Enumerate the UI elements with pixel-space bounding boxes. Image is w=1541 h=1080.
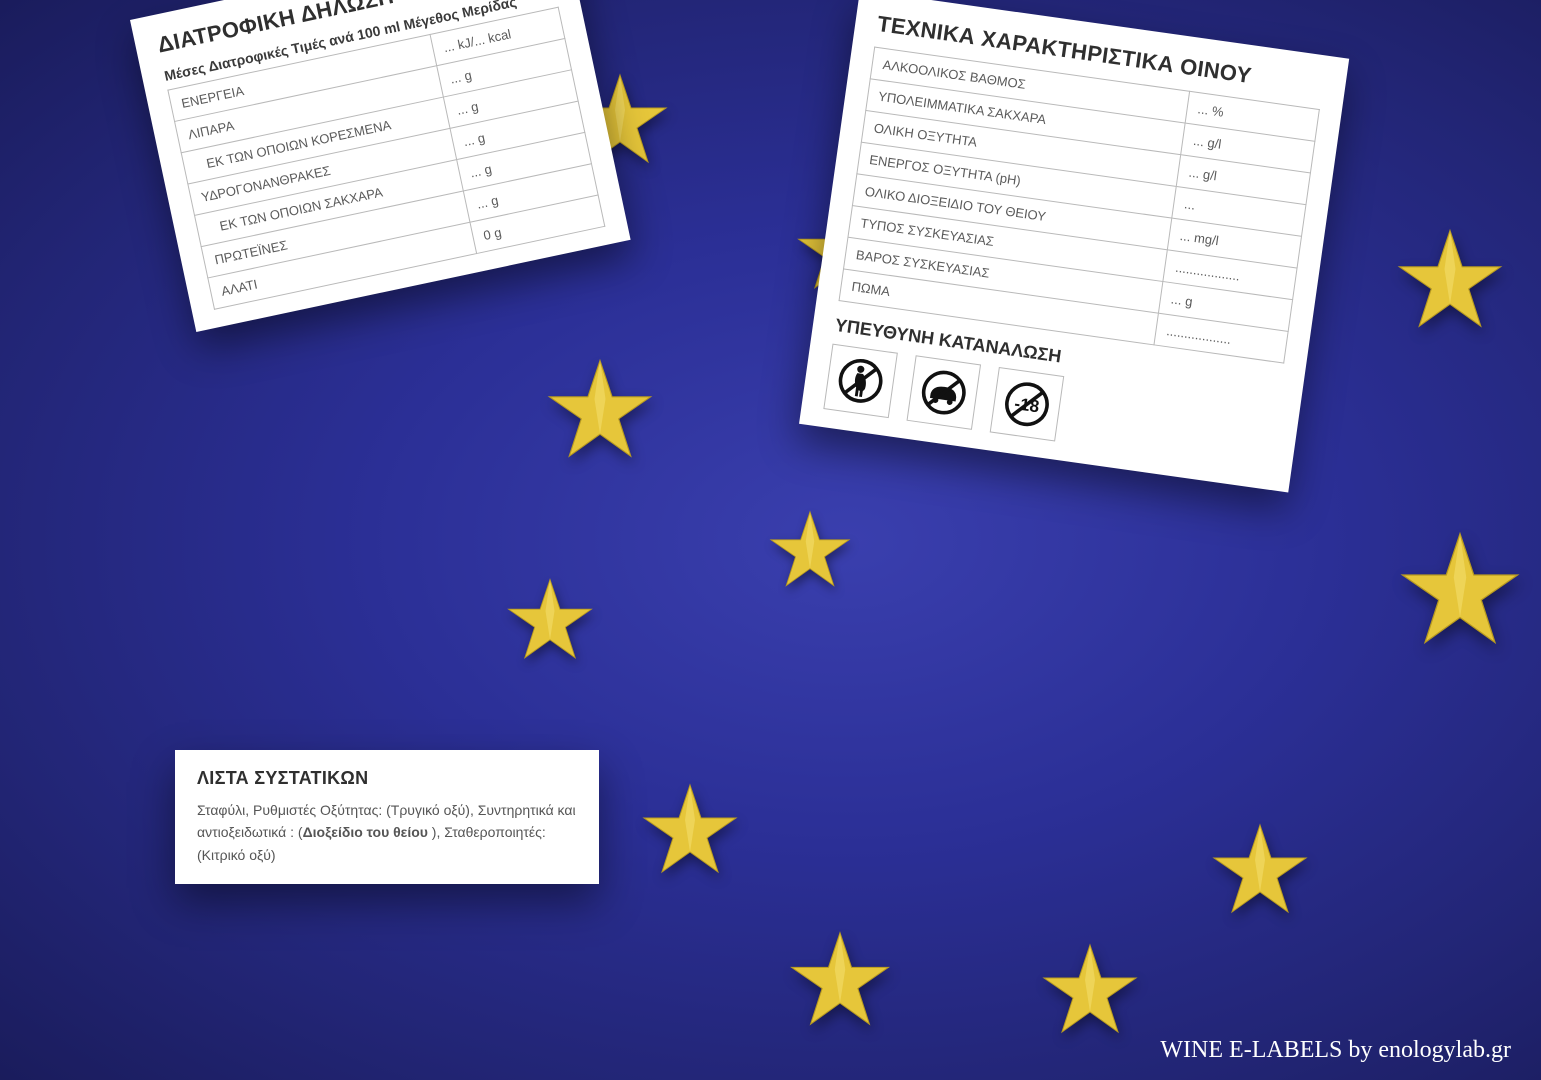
- technical-table: ΑΛΚΟΟΛΙΚΟΣ ΒΑΘΜΟΣ... %ΥΠΟΛΕΙΜΜΑΤΙΚΑ ΣΑΚΧ…: [839, 47, 1320, 364]
- eu-star-icon: [1395, 225, 1505, 335]
- eu-star-icon: [1040, 940, 1140, 1040]
- no-driving-icon: [907, 355, 982, 430]
- eu-star-icon: [788, 928, 893, 1033]
- eu-star-icon: [545, 355, 655, 465]
- ingredients-card: ΛΙΣΤΑ ΣΥΣΤΑΤΙΚΩΝ Σταφύλι, Ρυθμιστές Οξύτ…: [175, 750, 599, 884]
- eu-star-icon: [768, 508, 853, 593]
- eu-star-icon: [640, 780, 740, 880]
- technical-card: ΤΕΧΝΙΚΑ ΧΑΡΑΚΤΗΡΙΣΤΙΚΑ ΟΙΝΟΥ ΑΛΚΟΟΛΙΚΟΣ …: [799, 0, 1349, 492]
- no-under-18-icon: -18: [990, 367, 1065, 442]
- no-pregnant-icon: [823, 344, 898, 419]
- nutrition-card: ΔΙΑΤΡΟΦΙΚΗ ΔΗΛΩΣΗ Μέσες Διατροφικές Τιμέ…: [130, 0, 631, 332]
- stage: ΔΙΑΤΡΟΦΙΚΗ ΔΗΛΩΣΗ Μέσες Διατροφικές Τιμέ…: [0, 0, 1541, 1080]
- eu-star-icon: [1210, 820, 1310, 920]
- ingredients-bold: Διοξείδιο του θείου: [303, 824, 428, 840]
- eu-star-icon: [1398, 528, 1523, 653]
- ingredients-title: ΛΙΣΤΑ ΣΥΣΤΑΤΙΚΩΝ: [197, 768, 577, 789]
- footer-credit: WINE E-LABELS by enologylab.gr: [1160, 1037, 1511, 1064]
- eu-star-icon: [505, 575, 595, 665]
- nutrition-table: ΕΝΕΡΓΕΙΑ... kJ/... kcalΛΙΠΑΡΑ... gΕΚ ΤΩΝ…: [167, 7, 605, 310]
- ingredients-text: Σταφύλι, Ρυθμιστές Οξύτητας: (Τρυγικό οξ…: [197, 799, 577, 866]
